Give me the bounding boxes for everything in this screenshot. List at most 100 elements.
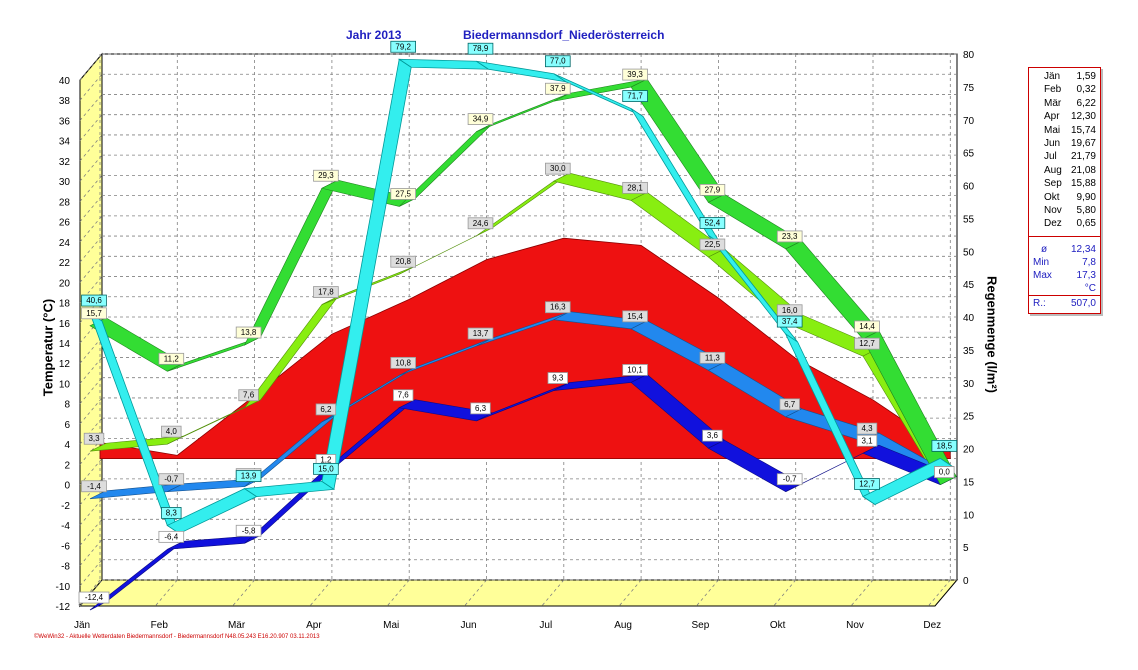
min-value: 7,8 [1082,257,1096,268]
temp-avg-min-data-label: -1,4 [87,482,101,491]
left-tick-label: 40 [59,76,71,87]
temp-max-data-label: 39,3 [627,70,643,79]
month-name: Nov [1044,205,1062,216]
mean-label: ø [1041,244,1048,255]
left-tick-label: -2 [61,501,70,512]
left-tick-label: -10 [56,582,71,593]
temp-min-data-label: -6,4 [164,532,178,541]
left-tick-label: 28 [59,197,71,208]
temp-avg-min-data-label: 11,3 [705,353,721,362]
temp-avg-max-data-label: 16,0 [782,306,798,315]
temp-avg-max-data-label: 7,6 [243,391,255,400]
left-tick-label: 36 [59,116,71,127]
temp-max-data-label: 37,9 [550,84,566,93]
left-tick-label: 34 [59,137,71,148]
month-name: Jun [1044,138,1061,149]
temp-max-label-box [81,307,107,320]
left-tick-label: 30 [59,177,71,188]
temp-max-label-box [235,326,262,339]
month-name: Okt [1044,191,1060,203]
temp-min-label-box [158,530,185,543]
right-tick-label: 80 [963,50,975,61]
temp-min-label-box [547,372,569,384]
temp-avg-min-data-label: 15,4 [627,312,643,321]
right-tick-label: 5 [963,543,969,554]
right-tick-label: 15 [963,477,975,488]
temp-min-data-label: 10,1 [627,365,643,374]
rain-data-label: 12,7 [859,479,875,488]
max-stat: Max 17,3 [1029,270,1100,282]
temperature-unit: °C [1084,283,1096,294]
rain-data-label: 15,0 [318,464,334,473]
month-name: Mär [1044,97,1062,109]
rain-total: R.: 507,0 [1029,298,1100,310]
rain-label-box [161,507,182,519]
temp-avg-max-label-box [699,238,726,251]
right-tick-label: 30 [963,379,975,390]
rain-data-label: 18,5 [937,441,953,450]
temp-max-label-box [622,68,648,81]
max-label: Max [1033,270,1052,281]
left-tick-label: 16 [59,319,71,330]
month-mean-row: Okt 9,90 [1029,192,1100,205]
month-mean-row: Nov 5,80 [1029,205,1100,218]
x-tick-label: Dez [923,620,941,631]
temp-avg-min-label-box [545,301,571,314]
rain-data-label: 8,3 [166,508,178,517]
temp-avg-max-data-label: 3,3 [88,434,100,443]
rain-data-label: 79,2 [395,42,411,51]
min-label: Min [1033,257,1050,268]
temp-max-data-label: 29,3 [318,171,334,180]
x-tick-label: Feb [151,620,169,631]
month-mean-row: Jul 21,79 [1029,151,1100,164]
month-mean-row: Apr 12,30 [1029,111,1100,124]
left-tick-label: -8 [61,562,70,573]
temp-avg-min-label-box [779,398,800,411]
temp-avg-max-data-label: 17,8 [318,288,334,297]
month-mean-row: Jun 19,67 [1029,138,1100,151]
temp-max-label-box [390,188,416,200]
temp-max-label-box [854,320,880,333]
temp-avg-max-label-box [467,217,494,230]
x-tick-label: Apr [306,620,322,631]
temp-max-label-box [158,352,185,365]
right-tick-label: 55 [963,214,975,225]
rain-label-box [235,470,262,483]
rain-label-box [931,439,958,452]
rain-data-label: 78,9 [473,44,489,53]
temp-avg-min-data-label: 6,7 [784,400,796,409]
month-mean-value: 1,59 [1076,71,1096,82]
x-tick-label: Mär [228,620,246,631]
rain-label-box [313,462,339,475]
temp-avg-min-data-label: 16,3 [550,303,566,312]
temp-avg-max-label-box [854,337,880,350]
left-tick-label: 26 [59,218,71,229]
temp-min-label-box [702,429,723,442]
month-mean-value: 0,32 [1076,84,1096,96]
temp-avg-max-label-box [622,181,648,194]
temp-max-data-label: 23,3 [782,232,798,241]
month-mean-value: 0,65 [1076,218,1096,230]
floor [78,579,959,607]
left-tick-label: 32 [59,157,71,168]
month-mean-row: Feb 0,32 [1029,84,1100,97]
temp-min-data-label: 1,2 [320,455,332,464]
temp-avg-min-data-label: 4,3 [861,424,873,433]
left-tick-label: 24 [59,238,71,249]
temp-min-label-box [856,434,878,447]
rain-label-box [81,294,107,307]
month-name: Mai [1044,124,1061,136]
temp-avg-max-data-label: 22,5 [705,240,721,249]
right-tick-label: 50 [963,247,975,258]
panel-divider [1029,236,1100,237]
min-stat: Min 7,8 [1029,257,1100,269]
rain-total-value: 507,0 [1070,298,1096,309]
rain-label-box [390,40,416,53]
month-name: Jul [1044,151,1057,163]
temp-avg-min-label-box [622,310,648,323]
temp-min-data-label: 0,0 [939,468,951,477]
temp-max-data-label: 11,2 [164,354,180,363]
temp-min-label-box [470,402,491,415]
x-tick-label: Jun [460,620,476,631]
